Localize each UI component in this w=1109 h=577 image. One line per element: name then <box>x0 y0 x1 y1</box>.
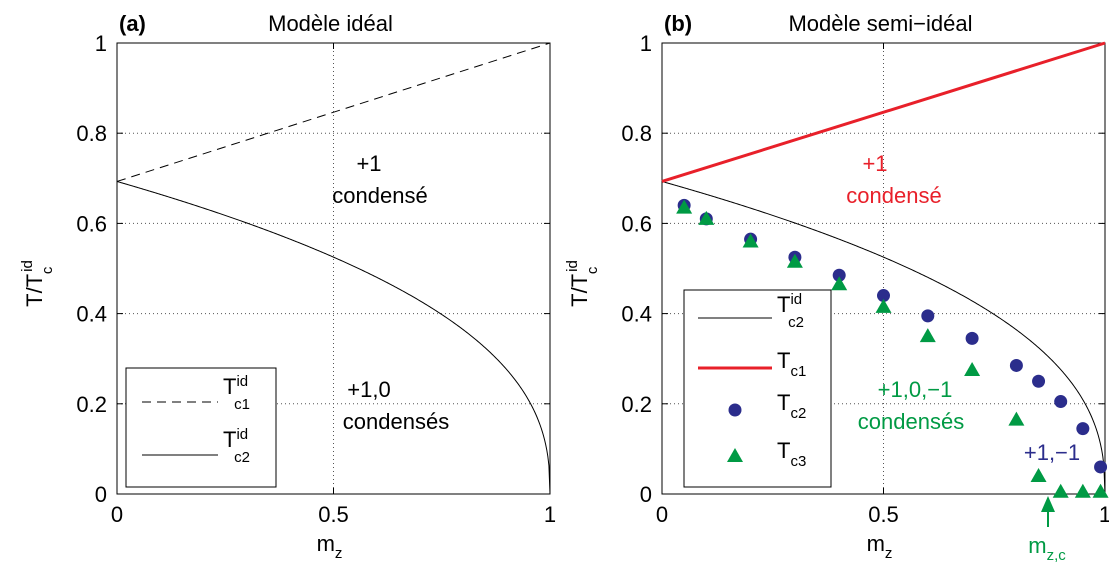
x-tick-label: 0 <box>656 502 668 527</box>
arrow-head <box>1041 496 1055 512</box>
tc3-point <box>875 298 892 313</box>
chart-title: Modèle semi−idéal <box>788 11 972 36</box>
annotation-condense: condensé <box>332 183 427 208</box>
legend-sub-c2: c2 <box>788 314 804 331</box>
y-axis-label-main: T/T <box>22 274 47 307</box>
legend-marker-tc3 <box>727 448 743 462</box>
tc2-point <box>1094 460 1108 474</box>
annotation-condenses: condensés <box>858 409 964 434</box>
annotation-plus1: +1 <box>356 151 381 176</box>
y-tick-label: 1 <box>640 31 652 56</box>
x-tick-label: 0.5 <box>868 502 899 527</box>
tc3-point <box>742 233 759 248</box>
tc3-point <box>1030 467 1047 482</box>
tc3-point <box>786 253 803 268</box>
legend-sub-c3: c3 <box>790 453 806 470</box>
tc2-point <box>1054 395 1068 409</box>
y-axis-label-sup: id <box>19 260 36 272</box>
annotation-plus10m1: +1,0,−1 <box>878 377 953 402</box>
chart-title: Modèle idéal <box>268 11 393 36</box>
annotation-mzc-sub: z,c <box>1047 547 1067 564</box>
legend-sup-id: id <box>236 373 248 390</box>
legend-sub-c1: c1 <box>790 363 806 380</box>
legend-sup-id: id <box>790 291 802 308</box>
annotation-plus1m1: +1,−1 <box>1024 440 1080 465</box>
tc2-point <box>1032 374 1046 388</box>
annotation-condenses: condensés <box>343 409 449 434</box>
y-tick-label: 1 <box>95 31 107 56</box>
x-axis-label-sub: z <box>335 545 343 562</box>
y-axis-label-sup: id <box>564 260 581 272</box>
annotation-mzc: mz,c <box>1028 533 1066 564</box>
tc2-point <box>921 309 935 323</box>
x-tick-label: 1 <box>1099 502 1109 527</box>
y-tick-label: 0.2 <box>621 392 652 417</box>
series-0-line <box>116 42 551 182</box>
y-tick-label: 0.6 <box>76 211 107 236</box>
annotation-plus1: +1 <box>862 151 887 176</box>
y-axis-label-main: T/T <box>567 274 592 307</box>
y-tick-label: 0.6 <box>621 211 652 236</box>
tc3-point <box>964 361 981 376</box>
y-axis-label: T/T id c <box>19 260 56 307</box>
y-tick-label: 0 <box>640 482 652 507</box>
tc2-point <box>965 331 979 345</box>
tc2-point <box>1009 358 1023 372</box>
x-axis-label-sub: z <box>885 545 893 562</box>
tc2-point <box>832 268 846 282</box>
x-tick-label: 0 <box>111 502 123 527</box>
tc2-point <box>1076 422 1090 436</box>
y-tick-label: 0 <box>95 482 107 507</box>
y-axis-label-sub: c <box>39 266 56 274</box>
tc3-point <box>1008 411 1025 426</box>
tc3-point <box>676 199 693 214</box>
tc3-point <box>919 328 936 343</box>
y-tick-label: 0.8 <box>76 121 107 146</box>
legend-sub-c2: c2 <box>234 449 250 466</box>
tc2-point <box>877 289 890 303</box>
legend-sub-c2: c2 <box>790 405 806 422</box>
panel-label: (a) <box>119 11 146 36</box>
x-tick-label: 0.5 <box>318 502 349 527</box>
panel-a: 0 0.2 0.4 0.6 0.8 1 0 0.5 1 (a) Modèle idéal mz T/T i… <box>19 11 556 562</box>
panel-b: 0 0.2 0.4 0.6 0.8 1 0 0.5 1 (b) Modèle semi−idéal m… <box>564 11 1109 564</box>
tc3-point <box>1092 483 1109 498</box>
x-axis-label: mz <box>317 531 343 562</box>
series-1-curve <box>116 180 551 495</box>
y-tick-label: 0.4 <box>76 302 107 327</box>
tc3-point <box>831 276 848 291</box>
x-tick-label: 1 <box>544 502 556 527</box>
legend-sub-c1: c1 <box>234 396 250 413</box>
y-tick-label: 0.8 <box>621 121 652 146</box>
y-axis-label-sub: c <box>584 266 601 274</box>
y-tick-label: 0.4 <box>621 302 652 327</box>
legend-sup-id: id <box>236 426 248 443</box>
legend-box <box>125 367 277 488</box>
legend-box <box>683 289 832 488</box>
tc3-point <box>698 210 715 225</box>
panel-label: (b) <box>664 11 692 36</box>
tc3-point <box>1074 483 1091 498</box>
legend-marker-tc2 <box>728 403 742 417</box>
annotation-condense: condensé <box>846 183 941 208</box>
x-axis-label: mz <box>867 531 893 562</box>
series-0-curve <box>661 180 1106 495</box>
annotation-plus10: +1,0 <box>347 377 390 402</box>
series-1-line <box>661 41 1106 183</box>
y-axis-label: T/T id c <box>564 260 601 307</box>
tc3-point <box>1052 483 1069 498</box>
y-tick-label: 0.2 <box>76 392 107 417</box>
